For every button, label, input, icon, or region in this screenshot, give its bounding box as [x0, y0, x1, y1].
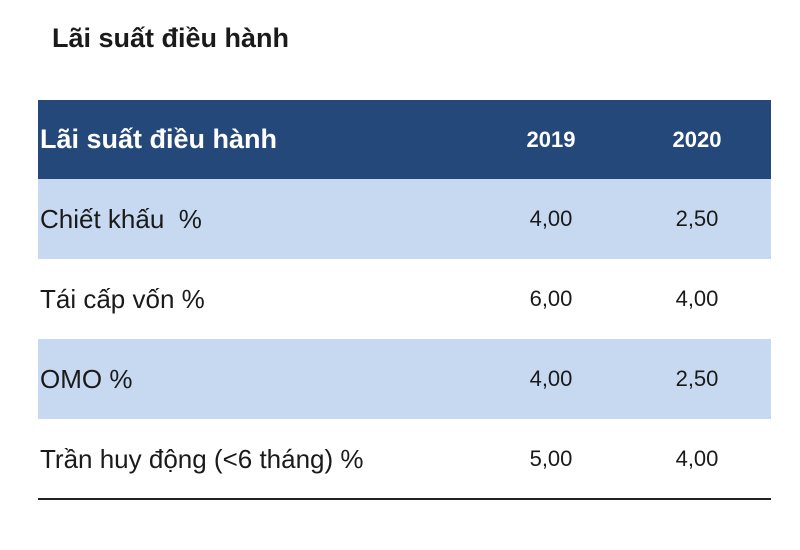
- column-header-2019: 2019: [526, 126, 576, 152]
- table-row: Tái cấp vốn % 6,00 4,00: [38, 259, 771, 339]
- table-row: Trần huy động (<6 tháng) % 5,00 4,00: [38, 419, 771, 499]
- value-2020: 2,50: [675, 366, 719, 391]
- value-2020: 2,50: [675, 206, 719, 231]
- column-header-2020: 2020: [672, 126, 722, 152]
- table-bottom-rule: [38, 498, 771, 500]
- interest-rate-table: Lãi suất điều hành 2019 2020 Chiết khấu …: [38, 100, 771, 500]
- table-row: OMO % 4,00 2,50: [38, 339, 771, 419]
- page-title: Lãi suất điều hành: [52, 23, 290, 53]
- row-label: Chiết khấu %: [40, 203, 202, 234]
- row-label: OMO %: [40, 363, 133, 394]
- value-2020: 4,00: [675, 446, 719, 471]
- table-header-row: Lãi suất điều hành 2019 2020: [38, 100, 771, 179]
- column-header-label: Lãi suất điều hành: [40, 124, 278, 154]
- table-row: Chiết khấu % 4,00 2,50: [38, 179, 771, 259]
- row-label: Tái cấp vốn %: [40, 283, 205, 314]
- value-2019: 6,00: [529, 286, 573, 311]
- value-2019: 5,00: [529, 446, 573, 471]
- value-2020: 4,00: [675, 286, 719, 311]
- value-2019: 4,00: [529, 366, 573, 391]
- row-label: Trần huy động (<6 tháng) %: [40, 443, 364, 474]
- value-2019: 4,00: [529, 206, 573, 231]
